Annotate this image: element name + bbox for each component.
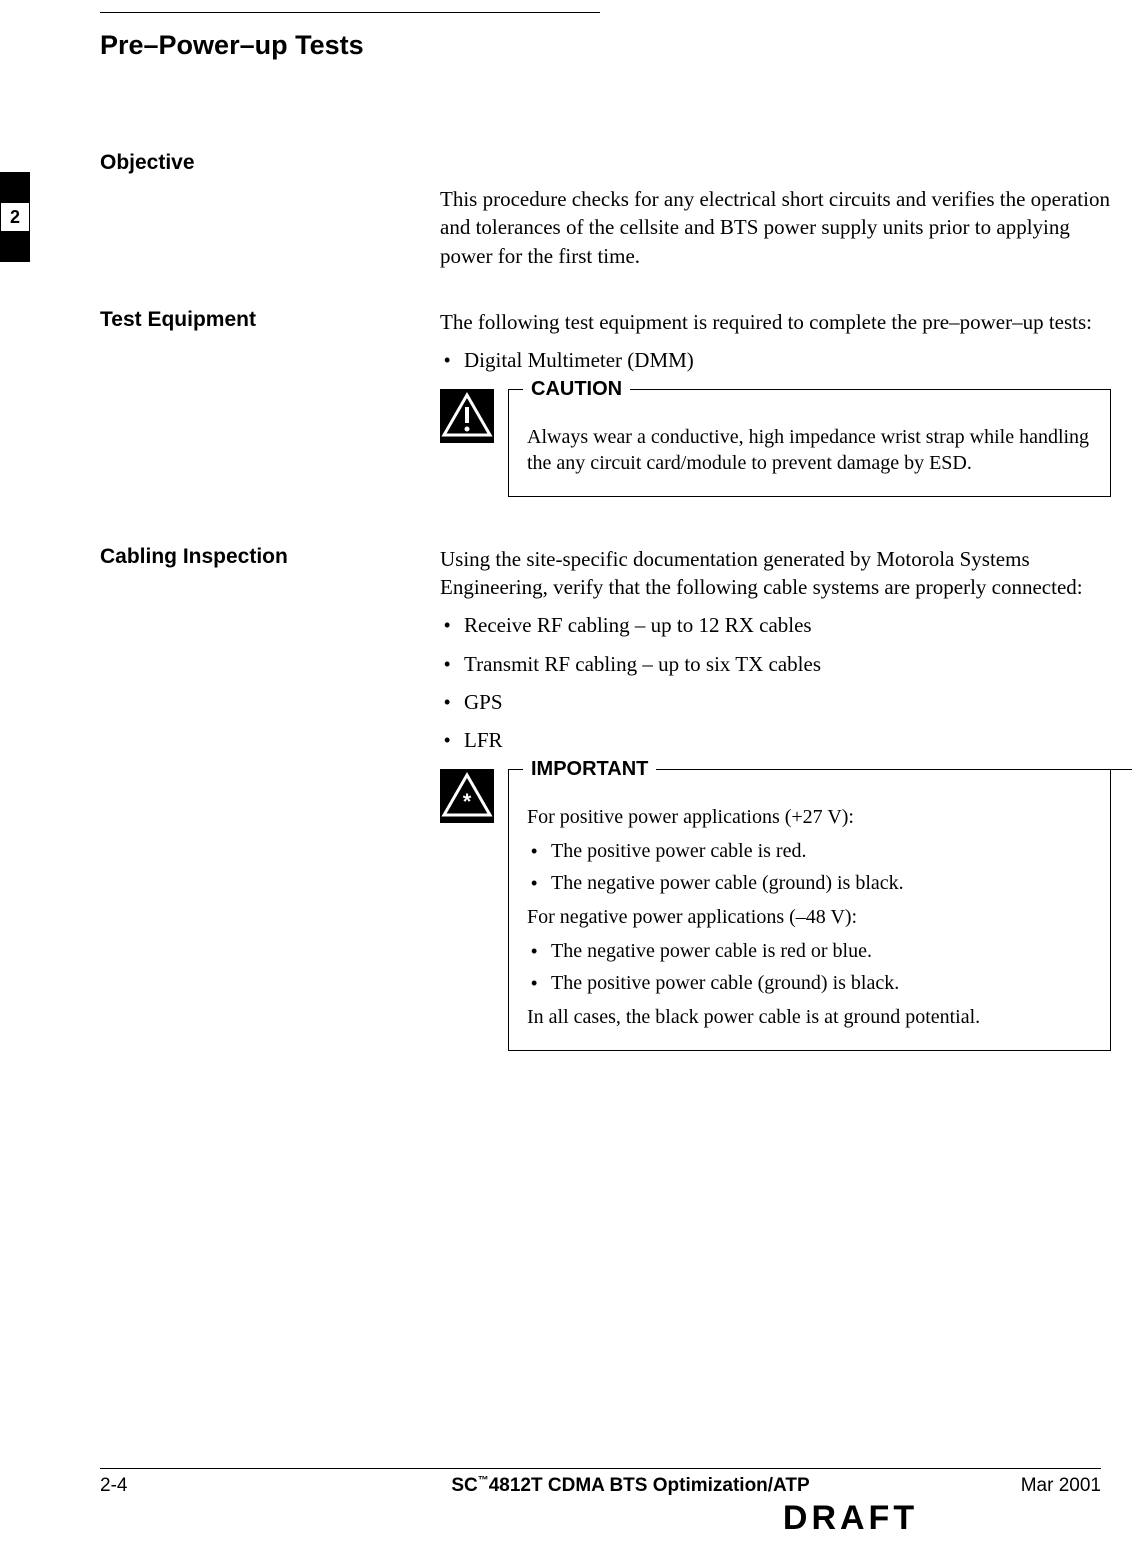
important-heading: IMPORTANT [523,756,656,782]
tab-number: 2 [0,202,30,232]
content-area: Objective This procedure checks for any … [100,151,1121,1071]
important-p2: For negative power applications (–48 V): [527,904,1092,930]
caution-icon [440,389,494,443]
important-list2: The negative power cable is red or blue.… [527,938,1092,996]
cabling-list: Receive RF cabling – up to 12 RX cables … [440,611,1111,754]
list-item: The negative power cable is red or blue. [527,938,1092,964]
important-notice: * IMPORTANT For positive power applicati… [440,769,1111,1051]
footer-date: Mar 2001 [961,1475,1101,1497]
footer-doc-rest: 4812T CDMA BTS Optimization/ATP [489,1475,810,1496]
important-box: IMPORTANT For positive power application… [508,769,1111,1051]
list-item: GPS [440,688,1111,716]
list-item: Receive RF cabling – up to 12 RX cables [440,611,1111,639]
important-p1: For positive power applications (+27 V): [527,804,1092,830]
footer-doc-prefix: SC [451,1475,477,1496]
page-title: Pre–Power–up Tests [100,30,1141,61]
caution-box: CAUTION Always wear a conductive, high i… [508,389,1111,497]
cabling-intro: Using the site-specific documentation ge… [440,545,1111,602]
footer-center: SC™4812T CDMA BTS Optimization/ATP DRAFT [300,1475,961,1536]
chapter-tab: 2 [0,172,30,234]
section-objective: Objective This procedure checks for any … [100,151,1121,280]
header-rule [100,12,600,13]
test-equipment-label: Test Equipment [100,308,440,332]
page: Pre–Power–up Tests 2 Objective This proc… [0,0,1141,1556]
section-cabling-inspection: Cabling Inspection Using the site-specif… [100,545,1121,1071]
caution-heading: CAUTION [523,376,630,402]
page-footer: 2-4 SC™4812T CDMA BTS Optimization/ATP D… [0,1468,1141,1536]
test-equipment-intro: The following test equipment is required… [440,308,1111,336]
list-item: LFR [440,726,1111,754]
svg-text:*: * [463,789,472,814]
important-p3: In all cases, the black power cable is a… [527,1004,1092,1030]
caution-text: Always wear a conductive, high impedance… [527,424,1092,476]
test-equipment-list: Digital Multimeter (DMM) [440,346,1111,374]
important-icon: * [440,769,494,823]
objective-label: Objective [100,151,440,175]
list-item: The positive power cable (ground) is bla… [527,970,1092,996]
list-item: The positive power cable is red. [527,838,1092,864]
tab-marker-top [0,172,30,202]
list-item: Transmit RF cabling – up to six TX cable… [440,650,1111,678]
tab-marker-bottom [0,232,30,262]
objective-text: This procedure checks for any electrical… [440,185,1111,270]
list-item: The negative power cable (ground) is bla… [527,870,1092,896]
footer-tm: ™ [478,1475,489,1487]
footer-page-number: 2-4 [100,1475,300,1497]
caution-notice: CAUTION Always wear a conductive, high i… [440,389,1111,497]
list-item: Digital Multimeter (DMM) [440,346,1111,374]
important-list1: The positive power cable is red. The neg… [527,838,1092,896]
section-test-equipment: Test Equipment The following test equipm… [100,308,1121,517]
footer-draft: DRAFT [520,1499,1141,1538]
footer-rule [100,1468,1101,1469]
cabling-label: Cabling Inspection [100,545,440,569]
